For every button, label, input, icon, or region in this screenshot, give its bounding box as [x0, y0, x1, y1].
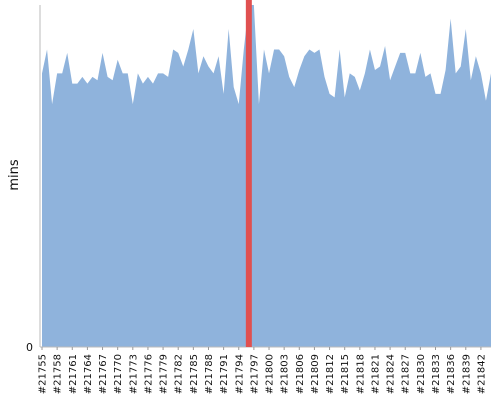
y-tick-label: 0: [26, 341, 33, 354]
x-tick-label: #21758: [53, 354, 64, 394]
x-tick-label: #21767: [98, 354, 109, 394]
x-tick-label: #21833: [431, 354, 442, 394]
x-tick-label: #21776: [143, 354, 154, 394]
x-tick-label: #21824: [386, 354, 397, 394]
x-tick-label: #21842: [476, 354, 487, 394]
x-tick-label: #21827: [401, 354, 412, 394]
x-tick-label: #21764: [83, 354, 94, 394]
x-tick-label: #21812: [325, 354, 336, 394]
x-tick-label: #21821: [370, 354, 381, 394]
y-axis-label: mins: [7, 159, 22, 191]
x-tick-label: #21800: [265, 354, 276, 394]
x-tick-label: #21830: [416, 354, 427, 394]
x-tick-label: #21779: [159, 354, 170, 394]
x-tick-label: #21773: [128, 354, 139, 394]
x-tick-label: #21806: [295, 354, 306, 394]
x-tick-label: #21770: [113, 354, 124, 394]
x-tick-label: #21791: [219, 354, 230, 394]
x-tick-label: #21785: [189, 354, 200, 394]
x-tick-label: #21788: [204, 354, 215, 394]
x-tick-label: #21809: [310, 354, 321, 394]
x-tick-label: #21797: [249, 354, 260, 394]
x-tick-label: #21761: [68, 354, 79, 394]
x-tick-label: #21839: [461, 354, 472, 394]
area: [42, 5, 491, 347]
x-tick-label: #21782: [174, 354, 185, 394]
x-tick-label: #21803: [280, 354, 291, 394]
x-tick-label: #21836: [446, 354, 457, 394]
x-tick-label: #21755: [38, 354, 49, 394]
x-tick-label: #21794: [234, 354, 245, 394]
x-tick-label: #21815: [340, 354, 351, 394]
x-tick-label: #21818: [355, 354, 366, 394]
